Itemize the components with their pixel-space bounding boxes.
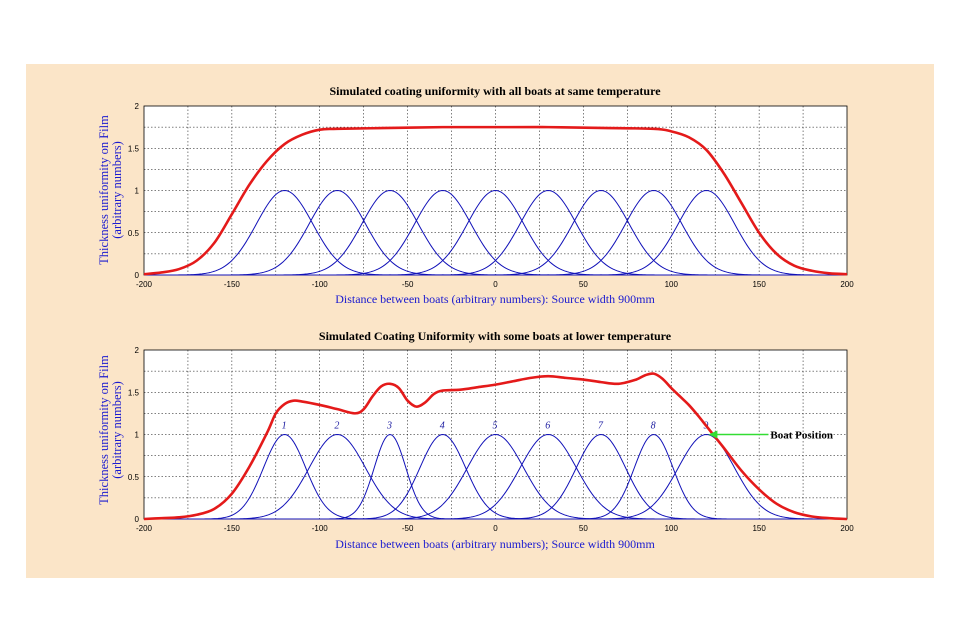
chart-top-x-tick-label: -100 bbox=[312, 280, 329, 289]
chart-top-y-axis-label-units: (arbitrary numbers) bbox=[110, 141, 124, 239]
chart-bottom-x-tick-label: -100 bbox=[312, 524, 329, 533]
chart-bottom-y-tick-label: 1.5 bbox=[128, 388, 140, 397]
boat-label-7: 7 bbox=[598, 421, 604, 432]
chart-bottom-y-tick-label: 0.5 bbox=[128, 473, 140, 482]
chart-bottom-y-axis-label-units: (arbitrary numbers) bbox=[110, 381, 124, 479]
boat-position-arrowhead bbox=[708, 430, 718, 439]
boat-label-1: 1 bbox=[282, 421, 287, 432]
chart-bottom-x-tick-label: -150 bbox=[224, 524, 241, 533]
chart-top-y-ticks: 0 0.5 1 1.5 2 bbox=[128, 102, 140, 280]
chart-top-x-tick-label: -50 bbox=[402, 280, 414, 289]
chart-top-x-tick-label: 100 bbox=[665, 280, 679, 289]
chart-bottom-y-tick-label: 0 bbox=[135, 515, 140, 524]
chart-bottom-boat-curves bbox=[144, 433, 847, 520]
chart-bottom-x-tick-label: 100 bbox=[665, 524, 679, 533]
chart-top: Simulated coating uniformity with all bo… bbox=[97, 84, 854, 306]
chart-top-sum-line bbox=[143, 125, 848, 276]
chart-top-x-ticks: -200 -150 -100 -50 0 50 100 150 200 bbox=[136, 280, 854, 289]
chart-top-x-tick-label: -200 bbox=[136, 280, 153, 289]
chart-bottom-title: Simulated Coating Uniformity with some b… bbox=[319, 329, 672, 343]
chart-top-y-axis-label: Thickness uniformity on Film bbox=[97, 115, 111, 265]
chart-top-boat-curve-9 bbox=[144, 189, 847, 276]
chart-bottom-y-tick-label: 2 bbox=[135, 346, 140, 355]
boat-label-8: 8 bbox=[651, 421, 656, 432]
boat-position-label: Boat Position bbox=[770, 430, 833, 442]
chart-bottom-x-tick-label: 0 bbox=[493, 524, 498, 533]
chart-top-x-tick-label: 50 bbox=[579, 280, 588, 289]
chart-bottom-x-tick-label: 50 bbox=[579, 524, 588, 533]
boat-label-2: 2 bbox=[334, 421, 339, 432]
boat-label-3: 3 bbox=[386, 421, 392, 432]
chart-bottom-boat-curve-9 bbox=[144, 433, 847, 520]
chart-top-y-tick-label: 0 bbox=[135, 271, 140, 280]
chart-top-y-tick-label: 2 bbox=[135, 102, 140, 111]
chart-top-y-tick-label: 1.5 bbox=[128, 144, 140, 153]
chart-bottom-x-tick-label: -200 bbox=[136, 524, 153, 533]
chart-top-x-tick-label: 200 bbox=[840, 280, 854, 289]
chart-top-x-tick-label: 0 bbox=[493, 280, 498, 289]
chart-top-y-tick-label: 1 bbox=[135, 187, 140, 196]
chart-top-title: Simulated coating uniformity with all bo… bbox=[329, 84, 661, 98]
chart-bottom-y-ticks: 0 0.5 1 1.5 2 bbox=[128, 346, 140, 524]
chart-top-x-axis-label: Distance between boats (arbitrary number… bbox=[335, 292, 655, 306]
boat-label-4: 4 bbox=[440, 421, 445, 432]
chart-bottom-x-axis-label: Distance between boats (arbitrary number… bbox=[335, 537, 655, 551]
boat-label-6: 6 bbox=[545, 421, 550, 432]
chart-bottom-y-tick-label: 1 bbox=[135, 431, 140, 440]
chart-top-y-tick-label: 0.5 bbox=[128, 229, 140, 238]
chart-top-x-tick-label: 150 bbox=[752, 280, 766, 289]
chart-bottom-x-tick-label: -50 bbox=[402, 524, 414, 533]
chart-top-x-tick-label: -150 bbox=[224, 280, 241, 289]
chart-bottom-sum-line bbox=[143, 372, 848, 521]
boat-label-5: 5 bbox=[493, 421, 498, 432]
chart-bottom-x-tick-label: 150 bbox=[752, 524, 766, 533]
chart-bottom: Simulated Coating Uniformity with some b… bbox=[97, 329, 854, 551]
chart-top-boat-curves bbox=[144, 189, 847, 276]
boat-position-annotation: Boat Position bbox=[708, 430, 833, 442]
chart-bottom-x-ticks: -200 -150 -100 -50 0 50 100 150 200 bbox=[136, 524, 854, 533]
chart-bottom-x-tick-label: 200 bbox=[840, 524, 854, 533]
chart-bottom-y-axis-label: Thickness uniformity on Film bbox=[97, 355, 111, 505]
